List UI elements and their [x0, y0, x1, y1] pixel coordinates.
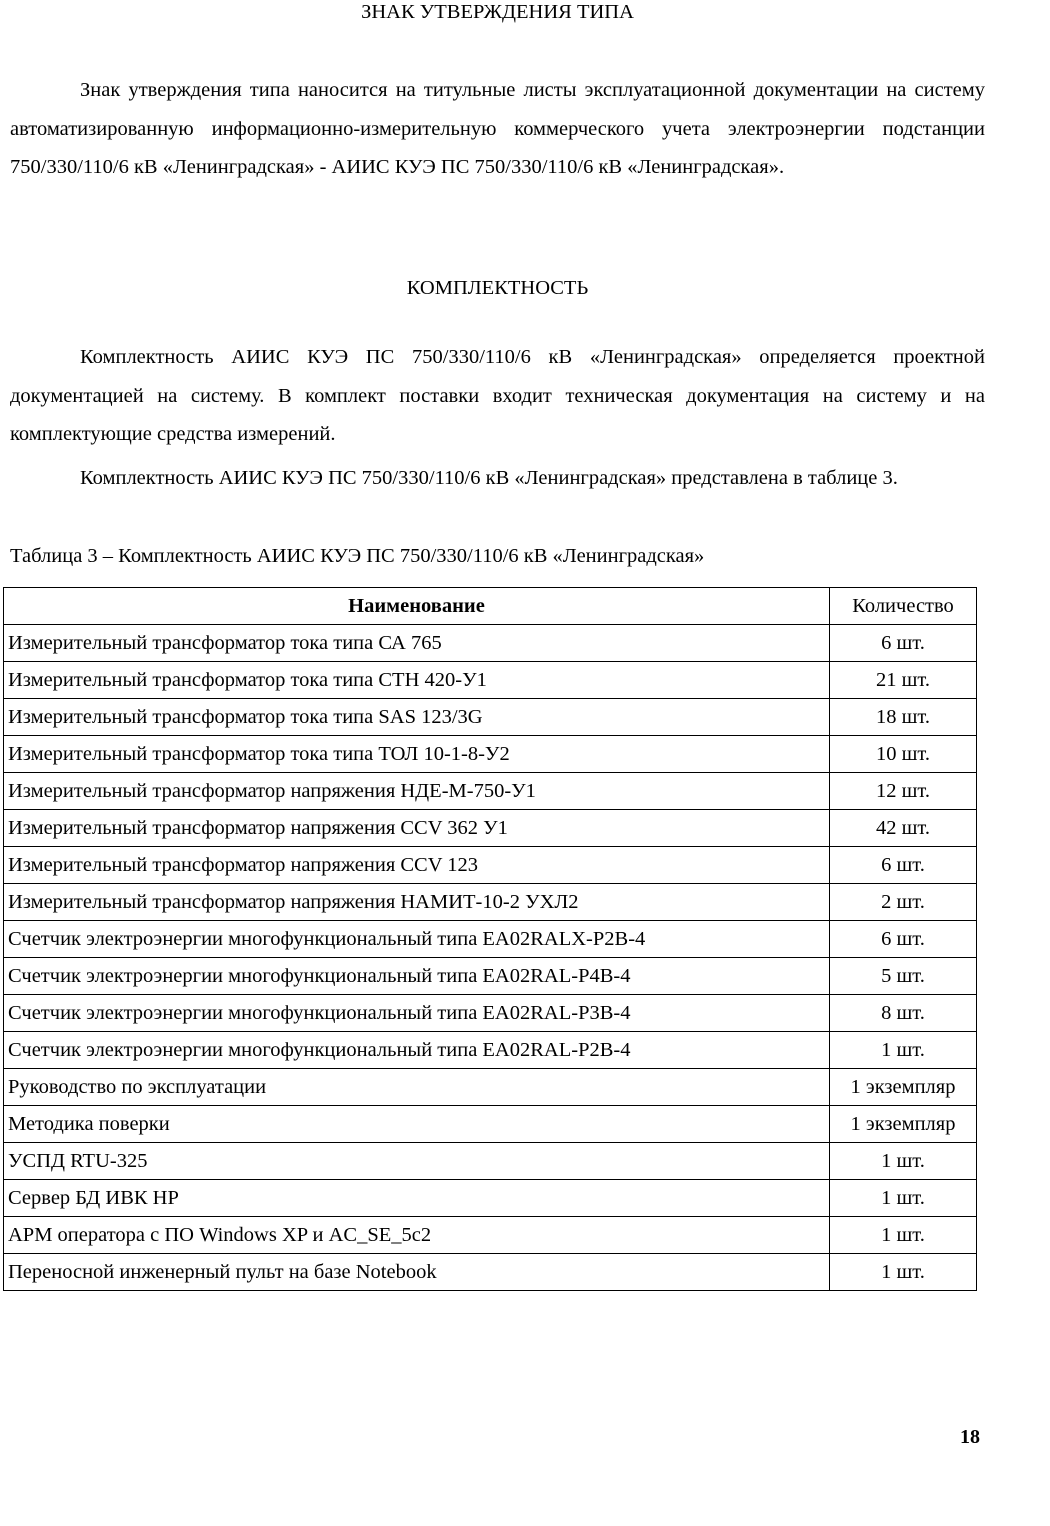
- table-row: Измерительный трансформатор тока типа SA…: [3, 698, 977, 736]
- item-name: УСПД RTU-325: [3, 1142, 830, 1180]
- completeness-paragraph-2: Комплектность АИИС КУЭ ПС 750/330/110/6 …: [80, 467, 898, 489]
- item-quantity: 1 шт.: [829, 1179, 977, 1217]
- table-row: Измерительный трансформатор тока типа СА…: [3, 624, 977, 662]
- table-row: Счетчик электроэнергии многофункциональн…: [3, 994, 977, 1032]
- item-quantity: 10 шт.: [829, 735, 977, 773]
- item-quantity: 6 шт.: [829, 846, 977, 884]
- header-name: Наименование: [3, 587, 830, 625]
- table-row: Измерительный трансформатор напряжения C…: [3, 846, 977, 884]
- item-quantity: 1 экземпляр: [829, 1105, 977, 1143]
- table-row: Измерительный трансформатор напряжения C…: [3, 809, 977, 847]
- table-row: Измерительный трансформатор напряжения Н…: [3, 772, 977, 810]
- item-quantity: 1 шт.: [829, 1216, 977, 1254]
- header-quantity: Количество: [829, 587, 977, 625]
- item-quantity: 1 экземпляр: [829, 1068, 977, 1106]
- item-quantity: 1 шт.: [829, 1031, 977, 1069]
- item-name: Измерительный трансформатор напряжения Н…: [3, 772, 830, 810]
- item-quantity: 6 шт.: [829, 624, 977, 662]
- section-title: ЗНАК УТВЕРЖДЕНИЯ ТИПА: [361, 1, 634, 23]
- table-row: УСПД RTU-325 1 шт.: [3, 1142, 977, 1180]
- item-name: Измерительный трансформатор напряжения C…: [3, 809, 830, 847]
- item-name: Измерительный трансформатор тока типа СА…: [3, 624, 830, 662]
- table-row: Счетчик электроэнергии многофункциональн…: [3, 957, 977, 995]
- item-name: Измерительный трансформатор тока типа ТО…: [3, 735, 830, 773]
- item-name: АРМ оператора с ПО Windows XP и AC_SE_5c…: [3, 1216, 830, 1254]
- table-row: Измерительный трансформатор тока типа СТ…: [3, 661, 977, 699]
- type-approval-paragraph: Знак утверждения типа наносится на титул…: [10, 79, 985, 178]
- item-name: Измерительный трансформатор тока типа SA…: [3, 698, 830, 736]
- item-quantity: 12 шт.: [829, 772, 977, 810]
- item-quantity: 5 шт.: [829, 957, 977, 995]
- item-name: Измерительный трансформатор тока типа СТ…: [3, 661, 830, 699]
- item-name: Измерительный трансформатор напряжения Н…: [3, 883, 830, 921]
- page-number: 18: [960, 1426, 980, 1448]
- item-name: Переносной инженерный пульт на базе Note…: [3, 1253, 830, 1291]
- table-row: Счетчик электроэнергии многофункциональн…: [3, 920, 977, 958]
- item-quantity: 21 шт.: [829, 661, 977, 699]
- item-quantity: 6 шт.: [829, 920, 977, 958]
- completeness-paragraph-1: Комплектность АИИС КУЭ ПС 750/330/110/6 …: [10, 346, 985, 445]
- table-row: АРМ оператора с ПО Windows XP и AC_SE_5c…: [3, 1216, 977, 1254]
- table-row: Руководство по эксплуатации 1 экземпляр: [3, 1068, 977, 1106]
- item-name: Счетчик электроэнергии многофункциональн…: [3, 957, 830, 995]
- table-row: Измерительный трансформатор напряжения Н…: [3, 883, 977, 921]
- item-quantity: 1 шт.: [829, 1253, 977, 1291]
- item-name: Сервер БД ИВК HP: [3, 1179, 830, 1217]
- table-row: Переносной инженерный пульт на базе Note…: [3, 1253, 977, 1291]
- item-quantity: 2 шт.: [829, 883, 977, 921]
- item-quantity: 1 шт.: [829, 1142, 977, 1180]
- item-quantity: 8 шт.: [829, 994, 977, 1032]
- item-name: Счетчик электроэнергии многофункциональн…: [3, 1031, 830, 1069]
- table-row: Измерительный трансформатор тока типа ТО…: [3, 735, 977, 773]
- table-row: Сервер БД ИВК HP 1 шт.: [3, 1179, 977, 1217]
- item-name: Руководство по эксплуатации: [3, 1068, 830, 1106]
- completeness-table: Наименование Количество Измерительный тр…: [3, 587, 977, 1291]
- item-name: Измерительный трансформатор напряжения C…: [3, 846, 830, 884]
- item-name: Счетчик электроэнергии многофункциональн…: [3, 994, 830, 1032]
- item-quantity: 42 шт.: [829, 809, 977, 847]
- item-name: Счетчик электроэнергии многофункциональн…: [3, 920, 830, 958]
- item-quantity: 18 шт.: [829, 698, 977, 736]
- table-row: Счетчик электроэнергии многофункциональн…: [3, 1031, 977, 1069]
- table-row: Методика поверки 1 экземпляр: [3, 1105, 977, 1143]
- item-name: Методика поверки: [3, 1105, 830, 1143]
- table-header-row: Наименование Количество: [3, 587, 977, 625]
- table-caption: Таблица 3 – Комплектность АИИС КУЭ ПС 75…: [10, 545, 705, 567]
- completeness-title: КОМПЛЕКТНОСТЬ: [406, 277, 589, 299]
